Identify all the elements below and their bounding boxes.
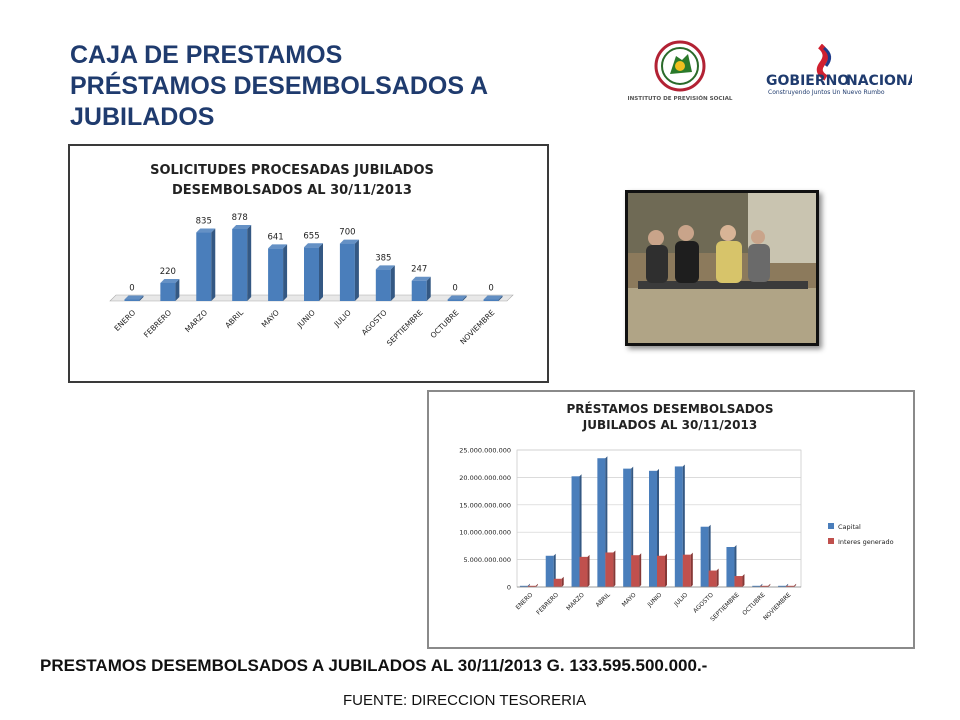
chart2-x-tick-label: JULIO <box>672 591 689 608</box>
chart1-data-label: 0 <box>129 284 134 294</box>
chart1-data-label: 835 <box>196 217 212 227</box>
chart1-tick-label: FEBRERO <box>142 308 173 339</box>
chart1-bar-julio <box>339 239 359 301</box>
chart1-tick-label: NOVIEMBRE <box>458 308 496 346</box>
chart1-bar-abril <box>232 225 252 301</box>
chart1-tick-label: OCTUBRE <box>429 308 461 340</box>
chart1-bar-noviembre <box>483 295 503 301</box>
chart1-bar-enero <box>124 295 144 301</box>
chart2-x-tick-label: JUNIO <box>646 591 664 609</box>
chart2-bar-capital-febrero <box>545 553 556 587</box>
gob-logo-name-2: NACIONAL <box>846 73 912 89</box>
chart2-x-tick-label: ENERO <box>515 591 535 611</box>
chart1-title-line-1: SOLICITUDES PROCESADAS JUBILADOS <box>150 163 434 178</box>
chart1-bar-junio <box>304 243 323 301</box>
chart2-x-tick-label: MARZO <box>565 591 586 612</box>
ips-logo-text: INSTITUTO DE PREVISIÓN SOCIAL <box>628 95 733 102</box>
chart1-bar-agosto <box>375 265 395 301</box>
gobierno-nacional-logo: GOBIERNO NACIONAL Construyendo Juntos Un… <box>766 44 912 96</box>
chart2-legend-label: Interes generado <box>838 538 894 546</box>
chart1-data-label: 385 <box>375 253 391 263</box>
title-line-3: JUBILADOS <box>70 103 215 131</box>
chart1-tick-label: ENERO <box>112 308 137 333</box>
chart1-bar-marzo <box>196 228 216 301</box>
chart1-tick-label: MAYO <box>260 308 281 329</box>
chart2-bar-interes-julio <box>682 552 693 587</box>
gob-logo-name-1: GOBIERNO <box>766 73 849 89</box>
title-line-2: PRÉSTAMOS DESEMBOLSADOS A <box>70 72 489 100</box>
chart2-bar-interes-agosto <box>708 568 719 587</box>
chart2-bar-interes-mayo <box>631 553 642 587</box>
solicitudes-chart: SOLICITUDES PROCESADAS JUBILADOS DESEMBO… <box>109 163 514 348</box>
prestamos-chart: PRÉSTAMOS DESEMBOLSADOS JUBILADOS AL 30/… <box>459 401 894 623</box>
chart2-bar-interes-abril <box>605 550 616 587</box>
chart2-bar-interes-febrero <box>553 576 564 587</box>
gob-logo-tagline: Construyendo Juntos Un Nuevo Rumbo <box>768 89 885 96</box>
chart2-legend-swatch <box>828 538 834 544</box>
chart2-y-tick-label: 15.000.000.000 <box>459 501 511 509</box>
chart2-bar-interes-marzo <box>579 554 590 587</box>
chart1-tick-label: SEPTIEMBRE <box>385 308 425 348</box>
chart2-bar-interes-septiembre <box>734 574 745 587</box>
chart1-title-line-2: DESEMBOLSADOS AL 30/11/2013 <box>172 183 412 198</box>
chart2-bar-interes-junio <box>657 553 667 587</box>
chart1-tick-label: ABRIL <box>223 307 245 329</box>
chart2-y-tick-label: 0 <box>507 584 511 592</box>
footer-total: PRESTAMOS DESEMBOLSADOS A JUBILADOS AL 3… <box>40 656 708 675</box>
chart1-bar-octubre <box>447 295 467 301</box>
title-line-1: CAJA DE PRESTAMOS <box>70 41 343 69</box>
chart2-x-tick-label: MAYO <box>621 591 638 608</box>
chart2-legend-label: Capital <box>838 523 861 531</box>
chart1-data-label: 0 <box>452 284 457 294</box>
prestamos-chart-panel: PRÉSTAMOS DESEMBOLSADOS JUBILADOS AL 30/… <box>427 390 915 649</box>
chart1-data-label: 220 <box>160 267 176 277</box>
chart1-data-label: 0 <box>488 284 493 294</box>
chart2-title-line-2: JUBILADOS AL 30/11/2013 <box>582 418 757 432</box>
chart1-tick-label: MARZO <box>183 308 209 334</box>
ips-logo: INSTITUTO DE PREVISIÓN SOCIAL <box>628 40 733 102</box>
chart2-legend: Capital Interes generado <box>828 523 894 546</box>
chart2-x-tick-label: OCTUBRE <box>741 591 767 617</box>
chart1-data-label: 655 <box>303 231 319 241</box>
chart2-y-tick-label: 10.000.000.000 <box>459 529 511 537</box>
elderly-men-photo <box>625 190 819 346</box>
chart1-data-label: 878 <box>232 213 248 223</box>
chart1-data-label: 641 <box>267 232 283 242</box>
chart2-bar-interes-noviembre <box>786 583 797 587</box>
chart2-legend-swatch <box>828 523 834 529</box>
chart1-data-label: 247 <box>411 265 427 275</box>
chart1-bar-mayo <box>268 244 288 301</box>
chart1-bar-septiembre <box>411 276 431 301</box>
chart1-bar-febrero <box>160 278 180 301</box>
photo-illustration <box>628 193 816 343</box>
chart1-tick-label: JULIO <box>332 308 353 329</box>
chart2-y-tick-label: 25.000.000.000 <box>459 447 511 455</box>
chart2-bar-interes-octubre <box>760 583 771 587</box>
chart2-x-tick-label: FEBRERO <box>535 591 560 616</box>
source-note: FUENTE: DIRECCION TESORERIA <box>343 692 587 709</box>
chart2-bar-interes-enero <box>527 583 538 587</box>
chart1-data-label: 700 <box>339 228 355 238</box>
chart2-x-tick-label: ABRIL <box>594 591 612 609</box>
chart1-tick-label: AGOSTO <box>360 308 389 337</box>
chart2-x-tick-label: AGOSTO <box>692 591 715 614</box>
page-title: CAJA DE PRESTAMOS PRÉSTAMOS DESEMBOLSADO… <box>70 40 590 133</box>
chart2-title-line-1: PRÉSTAMOS DESEMBOLSADOS <box>566 401 773 416</box>
chart2-y-tick-label: 5.000.000.000 <box>463 556 511 564</box>
solicitudes-chart-panel: SOLICITUDES PROCESADAS JUBILADOS DESEMBO… <box>68 144 549 383</box>
chart2-y-tick-label: 20.000.000.000 <box>459 474 511 482</box>
chart1-tick-label: JUNIO <box>295 308 317 330</box>
chart2-x-tick-label: NOVIEMBRE <box>762 591 793 622</box>
